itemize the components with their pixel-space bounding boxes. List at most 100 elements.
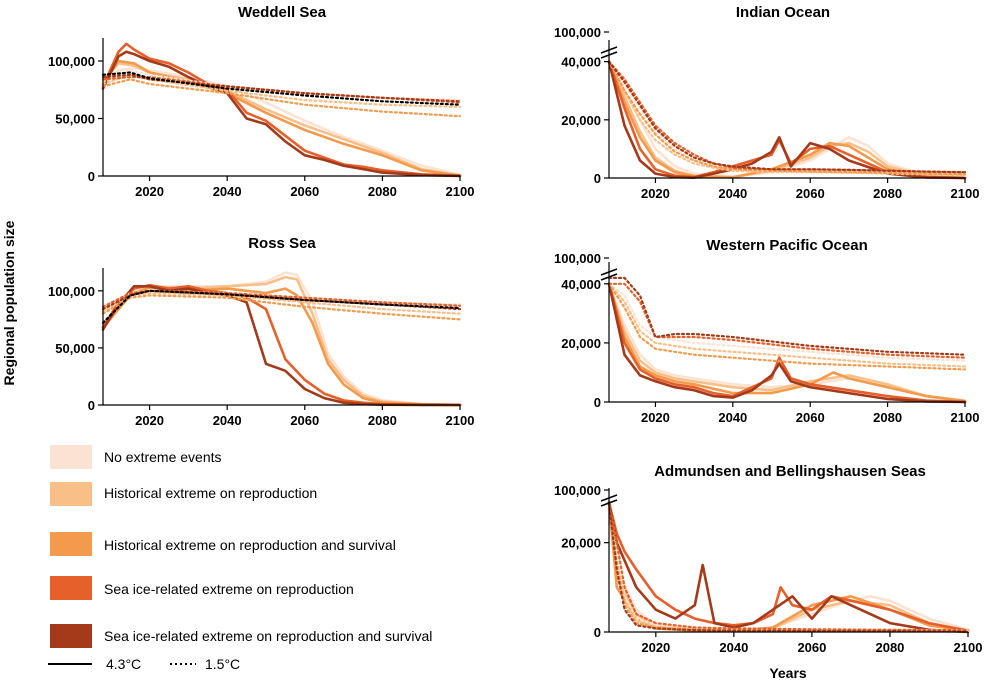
axis-break-mark [600, 494, 618, 502]
y-tick-label: 20,000 [561, 336, 601, 351]
series-line-7 [101, 294, 462, 321]
series-line-7 [607, 60, 967, 176]
x-tick-label: 2040 [719, 640, 748, 655]
series-line-3 [101, 42, 462, 178]
chart-panels: Weddell Sea 2020 2040 2060 2080 2100 0 50,000 10… [48, 4, 982, 655]
x-tick-label: 2100 [446, 413, 475, 428]
series-line-4 [607, 282, 967, 404]
y-tick-label: 40,000 [561, 55, 601, 70]
panel-title: Ross Sea [248, 235, 316, 252]
y-tick-label: 0 [594, 625, 601, 640]
panel-weddell: Weddell Sea 2020 2040 2060 2080 2100 0 50,000 10… [48, 4, 474, 199]
legend-label-2: Historical extreme on reproduction and s… [104, 537, 396, 553]
y-tick-label-break: 100,000 [554, 25, 601, 40]
legend-swatch-0 [50, 445, 92, 469]
x-tick-label: 2040 [213, 413, 242, 428]
series-line-6 [607, 282, 967, 368]
series-line-8 [101, 289, 462, 308]
legend-label-4: Sea ice-related extreme on reproduction … [104, 628, 432, 644]
legend-line-label-solid: 4.3°C [106, 656, 141, 672]
x-tick-label: 2060 [796, 410, 825, 425]
panel-ross: Ross Sea 2020 2040 2060 2080 2100 0 50,000 100,0… [48, 235, 474, 428]
series-line-7 [101, 78, 462, 118]
y-tick-label: 0 [594, 395, 601, 410]
panel-title: Indian Ocean [736, 4, 830, 21]
x-tick-label: 2100 [951, 186, 980, 201]
y-tick-label-break: 100,000 [554, 251, 601, 266]
x-tick-label: 2100 [446, 184, 475, 199]
y-tick-label: 0 [88, 169, 95, 184]
series-line-4 [101, 284, 462, 407]
series-line-9 [607, 501, 970, 633]
x-tick-label: 2080 [875, 640, 904, 655]
x-tick-label: 2080 [873, 410, 902, 425]
x-tick-label: 2060 [797, 640, 826, 655]
series-line-1 [101, 61, 462, 177]
legend-swatch-2 [50, 532, 92, 556]
series-line-4 [607, 60, 967, 180]
series-line-2 [607, 60, 967, 180]
series-line-7 [607, 282, 967, 371]
panel-admundsen: Admundsen and Bellingshausen Seas 2020 204… [554, 463, 982, 655]
series-line-6 [101, 73, 462, 109]
x-tick-label: 2020 [135, 184, 164, 199]
x-tick-label: 2060 [290, 184, 319, 199]
axis-break-mark [600, 499, 618, 507]
legend-label-0: No extreme events [104, 449, 222, 465]
series-line-0 [101, 271, 462, 407]
series-line-0 [607, 60, 967, 180]
series-line-1 [607, 60, 967, 180]
x-axis-label: Years [769, 665, 807, 681]
x-tick-label: 2080 [873, 186, 902, 201]
panel-title: Western Pacific Ocean [706, 237, 867, 254]
series-line-1 [607, 282, 967, 403]
y-tick-label-break: 100,000 [554, 483, 601, 498]
legend: No extreme events Historical extreme on … [48, 445, 432, 672]
y-tick-label: 50,000 [55, 112, 95, 127]
series-line-9 [101, 73, 462, 103]
y-tick-label: 0 [594, 171, 601, 186]
series-line-5 [607, 282, 967, 362]
legend-label-3: Sea ice-related extreme on reproduction [104, 581, 354, 597]
y-tick-label: 40,000 [561, 277, 601, 292]
legend-swatch-1 [50, 482, 92, 506]
x-tick-label: 2020 [641, 640, 670, 655]
x-tick-label: 2040 [718, 410, 747, 425]
series-line-3 [607, 282, 967, 404]
x-tick-label: 2040 [718, 186, 747, 201]
y-tick-label: 100,000 [48, 284, 95, 299]
axis-break-mark [600, 273, 618, 281]
x-tick-label: 2040 [213, 184, 242, 199]
y-axis-label: Regional population size [1, 220, 17, 385]
y-tick-label: 0 [88, 398, 95, 413]
legend-label-1: Historical extreme on reproduction [104, 485, 317, 501]
axis-break-mark [600, 268, 618, 276]
axis-break-mark [600, 46, 618, 54]
x-tick-label: 2020 [641, 410, 670, 425]
legend-swatch-4 [50, 624, 92, 648]
x-tick-label: 2080 [368, 413, 397, 428]
x-tick-label: 2020 [641, 186, 670, 201]
axis-break-mark [600, 51, 618, 59]
y-tick-label: 20,000 [561, 536, 601, 551]
legend-line-label-dotted: 1.5°C [205, 656, 240, 672]
x-tick-label: 2100 [951, 410, 980, 425]
series-line-3 [607, 60, 967, 180]
x-tick-label: 2060 [796, 186, 825, 201]
series-line-9 [607, 60, 967, 174]
y-tick-label: 20,000 [561, 113, 601, 128]
series-line-2 [607, 282, 967, 403]
series-line-10 [101, 71, 462, 106]
series-line-8 [607, 501, 970, 632]
x-tick-label: 2080 [368, 184, 397, 199]
x-tick-label: 2020 [135, 413, 164, 428]
x-tick-label: 2060 [290, 413, 319, 428]
y-tick-label: 100,000 [48, 54, 95, 69]
legend-swatch-3 [50, 576, 92, 600]
panel-indian: Indian Ocean 2020 2040 2060 2080 2100 0 20,000 4… [554, 4, 979, 201]
panel-title: Weddell Sea [238, 4, 327, 21]
series-line-8 [607, 282, 967, 359]
panel-western_pacific: Western Pacific Ocean 2020 2040 2060 2080 210… [554, 237, 979, 425]
series-line-2 [101, 59, 462, 177]
